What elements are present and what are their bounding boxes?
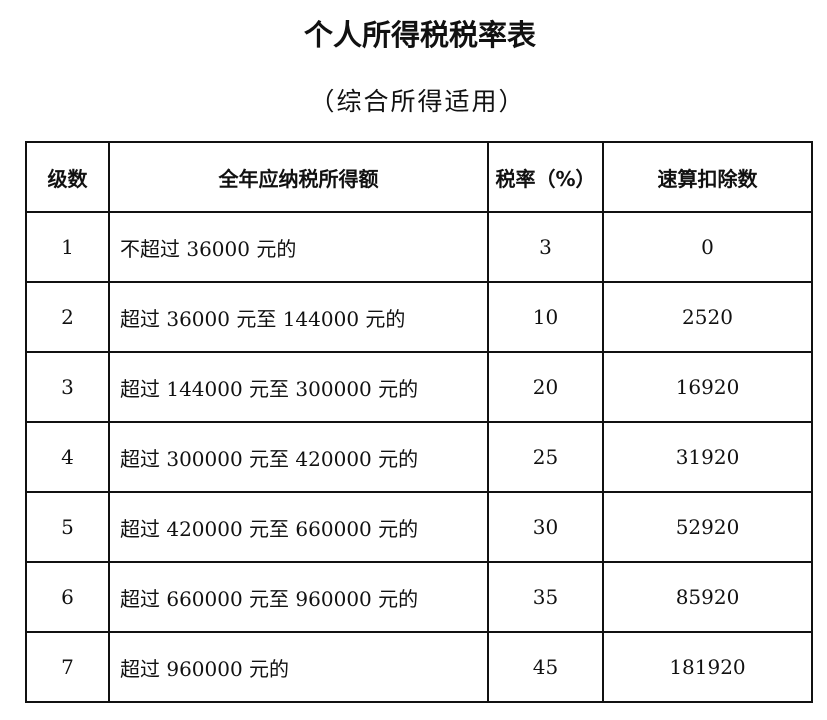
cell-tax-rate: 35 — [487, 561, 604, 633]
header-quick-deduction: 速算扣除数 — [602, 141, 813, 213]
table-row: 6 超过 660000 元至 960000 元的 35 85920 — [25, 561, 813, 633]
cell-quick-deduction: 0 — [602, 211, 813, 283]
cell-level: 2 — [25, 281, 110, 353]
table-row: 3 超过 144000 元至 300000 元的 20 16920 — [25, 351, 813, 423]
cell-level: 7 — [25, 631, 110, 703]
cell-income-range: 超过 420000 元至 660000 元的 — [108, 491, 489, 563]
table-row: 2 超过 36000 元至 144000 元的 10 2520 — [25, 281, 813, 353]
cell-tax-rate: 20 — [487, 351, 604, 423]
cell-tax-rate: 45 — [487, 631, 604, 703]
page-subtitle: （综合所得适用） — [309, 87, 526, 116]
cell-tax-rate: 25 — [487, 421, 604, 493]
cell-tax-rate: 3 — [487, 211, 604, 283]
table-row: 4 超过 300000 元至 420000 元的 25 31920 — [25, 421, 813, 493]
page-title: 个人所得税税率表 — [303, 18, 536, 52]
cell-tax-rate: 30 — [487, 491, 604, 563]
table-row: 5 超过 420000 元至 660000 元的 30 52920 — [25, 491, 813, 563]
tax-rate-table: 级数 全年应纳税所得额 税率（%） 速算扣除数 1 不超过 36000 元的 3 0 2… — [25, 141, 813, 703]
cell-level: 3 — [25, 351, 110, 423]
cell-quick-deduction: 31920 — [602, 421, 813, 493]
table-row: 7 超过 960000 元的 45 181920 — [25, 631, 813, 703]
cell-level: 4 — [25, 421, 110, 493]
cell-tax-rate: 10 — [487, 281, 604, 353]
cell-quick-deduction: 52920 — [602, 491, 813, 563]
cell-level: 1 — [25, 211, 110, 283]
cell-income-range: 不超过 36000 元的 — [108, 211, 489, 283]
table-row: 1 不超过 36000 元的 3 0 — [25, 211, 813, 283]
cell-income-range: 超过 300000 元至 420000 元的 — [108, 421, 489, 493]
cell-income-range: 超过 36000 元至 144000 元的 — [108, 281, 489, 353]
cell-quick-deduction: 16920 — [602, 351, 813, 423]
cell-level: 5 — [25, 491, 110, 563]
header-level: 级数 — [25, 141, 110, 213]
cell-quick-deduction: 85920 — [602, 561, 813, 633]
header-tax-rate: 税率（%） — [487, 141, 604, 213]
table-header-row: 级数 全年应纳税所得额 税率（%） 速算扣除数 — [25, 141, 813, 213]
header-income-range: 全年应纳税所得额 — [108, 141, 489, 213]
cell-quick-deduction: 2520 — [602, 281, 813, 353]
cell-income-range: 超过 960000 元的 — [108, 631, 489, 703]
cell-income-range: 超过 660000 元至 960000 元的 — [108, 561, 489, 633]
cell-income-range: 超过 144000 元至 300000 元的 — [108, 351, 489, 423]
cell-level: 6 — [25, 561, 110, 633]
cell-quick-deduction: 181920 — [602, 631, 813, 703]
